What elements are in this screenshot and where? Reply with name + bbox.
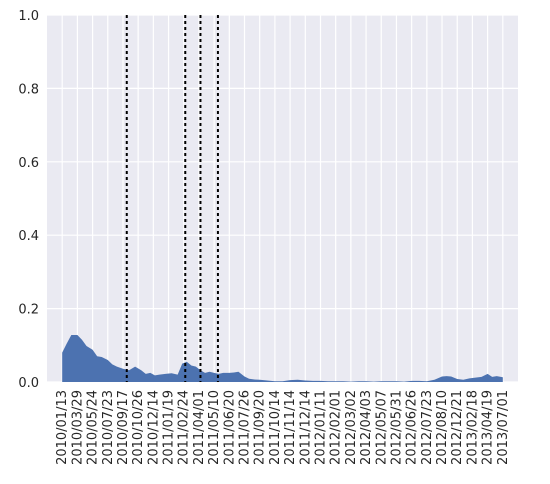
x-tick-label: 2011/09/20	[253, 390, 268, 465]
x-tick-label: 2012/06/26	[405, 390, 420, 465]
x-tick-label: 2010/01/13	[55, 390, 70, 465]
x-tick-label: 2010/12/14	[146, 390, 161, 465]
x-tick-label: 2011/05/10	[207, 390, 222, 465]
y-axis-ticks: 0.0 0.2 0.4 0.6 0.8 1.0	[18, 9, 39, 391]
y-tick-label: 0.4	[18, 229, 39, 244]
x-tick-label: 2010/10/26	[131, 390, 146, 465]
y-tick-label: 0.8	[18, 82, 39, 97]
x-tick-label: 2012/04/03	[359, 390, 374, 465]
x-tick-label: 2012/05/31	[389, 390, 404, 465]
x-tick-label: 2012/01/11	[313, 390, 328, 465]
area-fill-0	[62, 335, 503, 382]
x-tick-label: 2011/12/14	[298, 390, 313, 465]
x-tick-label: 2012/02/01	[329, 390, 344, 465]
x-tick-label: 2011/02/24	[177, 390, 192, 465]
x-tick-label: 2012/03/02	[344, 390, 359, 465]
x-tick-label: 2012/05/07	[374, 390, 389, 465]
area-series	[62, 335, 503, 382]
x-tick-label: 2013/02/18	[465, 390, 480, 465]
x-axis-ticks: 2010/01/13 2010/03/29 2010/05/24 2010/07/23…	[55, 390, 511, 465]
x-tick-label: 2011/04/01	[192, 390, 207, 465]
x-tick-label: 2012/12/21	[450, 390, 465, 465]
x-tick-label: 2012/07/23	[420, 390, 435, 465]
x-tick-label: 2010/03/29	[70, 390, 85, 465]
gridlines	[47, 14, 518, 383]
x-tick-label: 2011/10/14	[268, 390, 283, 465]
x-tick-label: 2013/07/01	[496, 390, 511, 465]
x-tick-label: 2011/01/19	[162, 390, 177, 465]
x-tick-label: 2010/09/17	[116, 390, 131, 465]
y-tick-label: 1.0	[18, 9, 39, 24]
x-tick-label: 2010/05/24	[86, 390, 101, 465]
x-tick-label: 2011/06/20	[222, 390, 237, 465]
x-tick-label: 2012/08/10	[435, 390, 450, 465]
x-tick-label: 2011/11/14	[283, 390, 298, 465]
y-tick-label: 0.0	[18, 376, 39, 391]
x-tick-label: 2011/07/26	[238, 390, 253, 465]
x-tick-label: 2013/04/19	[481, 390, 496, 465]
y-tick-label: 0.2	[18, 303, 39, 318]
reference-lines	[125, 15, 219, 382]
plot-background	[47, 15, 518, 382]
x-tick-label: 2010/07/23	[101, 390, 116, 465]
y-tick-label: 0.6	[18, 156, 39, 171]
